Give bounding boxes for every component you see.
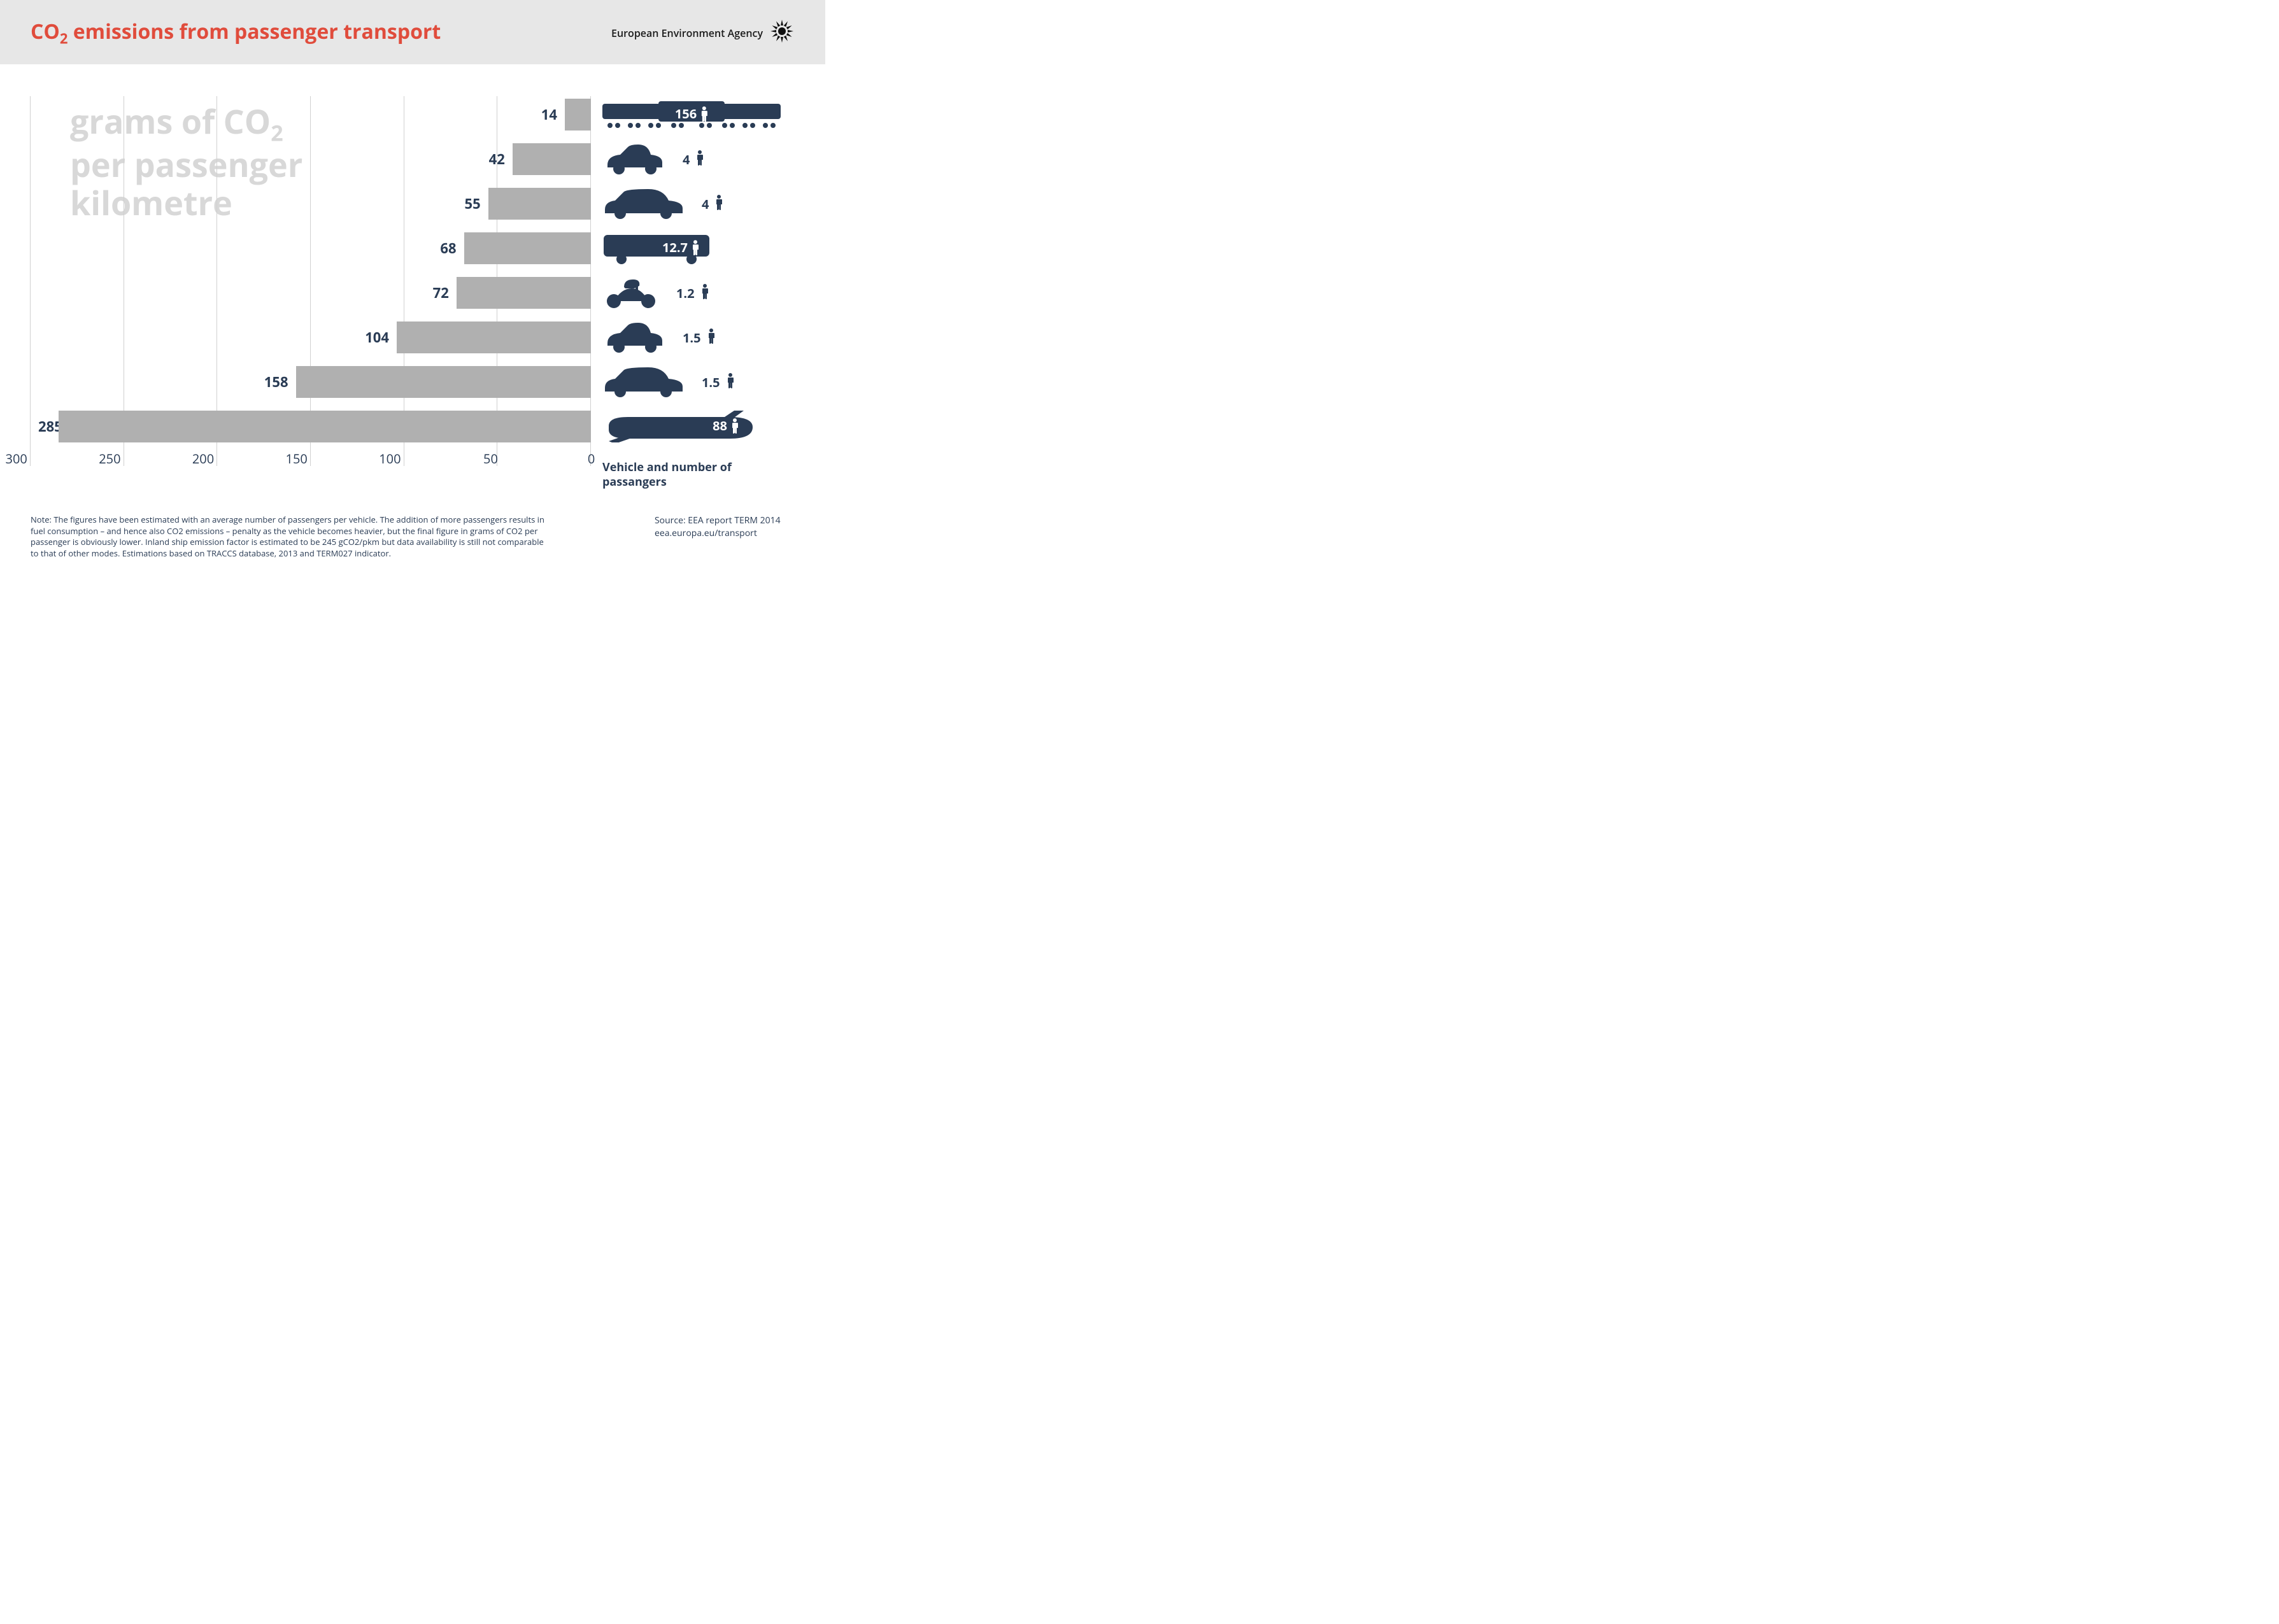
passenger-count: 12.7 [662, 239, 688, 257]
vehicle-row: 1.5 [602, 321, 781, 353]
footer: Note: The figures have been estimated wi… [0, 502, 825, 578]
vehicle-row: 12.7 [602, 232, 781, 264]
bar-row: 68 [31, 232, 591, 264]
small-car-icon [602, 321, 666, 353]
agency-name: European Environment Agency [611, 26, 763, 40]
passenger-count: 88 [713, 418, 727, 435]
x-axis: 300250200150100500 [31, 448, 591, 470]
large-car-icon [602, 366, 685, 398]
vehicle-row: 4 [602, 188, 781, 220]
vehicle-row: 1.5 [602, 366, 781, 398]
chart-area: grams of CO2per passengerkilometre 14425… [0, 64, 825, 502]
bar-value: 104 [365, 328, 389, 347]
axis-tick: 250 [99, 450, 120, 467]
motorcycle-icon [602, 277, 660, 309]
bar-row: 285 [31, 411, 591, 442]
bar-value: 158 [264, 372, 288, 392]
axis-tick: 150 [286, 450, 308, 467]
page-title: CO2 emissions from passenger transport [31, 18, 441, 48]
bar [513, 143, 591, 175]
train-icon: 156 [602, 99, 781, 131]
person-icon [715, 195, 723, 213]
eea-logo-icon [769, 18, 795, 47]
bar-value: 42 [489, 150, 505, 169]
passenger-label: 12.7 [662, 239, 699, 257]
bar [397, 321, 591, 353]
passenger-label: 156 [675, 106, 708, 123]
vehicle-axis-label: Vehicle and number of passangers [602, 460, 742, 489]
axis-tick: 0 [588, 450, 595, 467]
source: Source: EEA report TERM 2014 eea.europa.… [655, 514, 795, 559]
person-icon [696, 150, 704, 169]
bar-row: 158 [31, 366, 591, 398]
bar [457, 277, 591, 309]
header: CO2 emissions from passenger transport E… [0, 0, 825, 64]
bar-row: 104 [31, 321, 591, 353]
bar [296, 366, 591, 398]
source-line: Source: EEA report TERM 2014 [655, 514, 795, 527]
bar-row: 55 [31, 188, 591, 220]
source-line: eea.europa.eu/transport [655, 527, 795, 540]
passenger-count: 4 [702, 195, 709, 213]
small-car-icon [602, 143, 666, 175]
vehicles-column: 156 4 4 12.7 1.2 1.5 1.5 88 Vehicle and number o… [602, 96, 781, 489]
person-icon [731, 418, 739, 434]
bar-row: 72 [31, 277, 591, 309]
bars-column: 1442556872104158285 300250200150100500 [31, 96, 591, 489]
bar-value: 14 [541, 105, 557, 124]
bus-icon: 12.7 [602, 232, 711, 264]
person-icon [707, 328, 715, 347]
bar-row: 14 [31, 99, 591, 131]
vehicle-row: 4 [602, 143, 781, 175]
axis-tick: 300 [6, 450, 27, 467]
plane-icon: 88 [602, 411, 755, 442]
passenger-count: 4 [683, 151, 690, 168]
vehicle-row: 88 [602, 411, 781, 442]
vehicle-row: 156 [602, 99, 781, 131]
axis-tick: 200 [192, 450, 214, 467]
person-icon [701, 284, 709, 302]
passenger-label: 88 [713, 418, 739, 435]
person-icon [727, 373, 734, 392]
passenger-count: 1.5 [683, 329, 701, 346]
bar-value: 55 [465, 194, 481, 213]
person-icon [692, 240, 699, 255]
axis-tick: 100 [379, 450, 401, 467]
bar [488, 188, 591, 220]
axis-tick: 50 [483, 450, 498, 467]
passenger-count: 156 [675, 106, 697, 123]
passenger-count: 1.2 [676, 285, 695, 302]
large-car-icon [602, 188, 685, 220]
vehicle-row: 1.2 [602, 277, 781, 309]
footnote: Note: The figures have been estimated wi… [31, 514, 553, 559]
bar-row: 42 [31, 143, 591, 175]
bar-value: 68 [440, 239, 456, 258]
person-icon [700, 106, 708, 122]
bar-value: 72 [433, 283, 449, 302]
agency-logo: European Environment Agency [611, 18, 795, 47]
bar [464, 232, 591, 264]
bar [565, 99, 591, 131]
passenger-count: 1.5 [702, 374, 720, 391]
bar [59, 411, 591, 442]
